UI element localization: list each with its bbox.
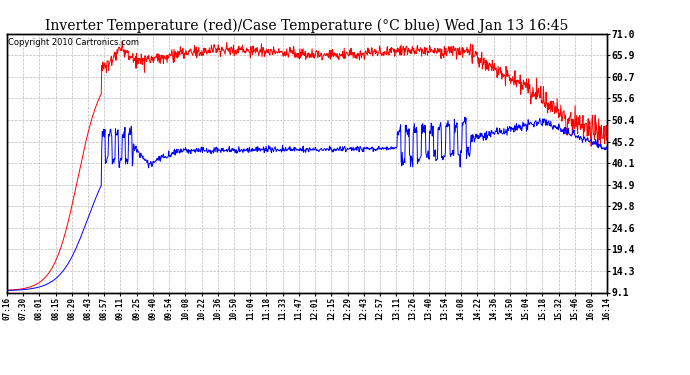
Title: Inverter Temperature (red)/Case Temperature (°C blue) Wed Jan 13 16:45: Inverter Temperature (red)/Case Temperat… xyxy=(46,18,569,33)
Text: Copyright 2010 Cartronics.com: Copyright 2010 Cartronics.com xyxy=(8,38,139,46)
